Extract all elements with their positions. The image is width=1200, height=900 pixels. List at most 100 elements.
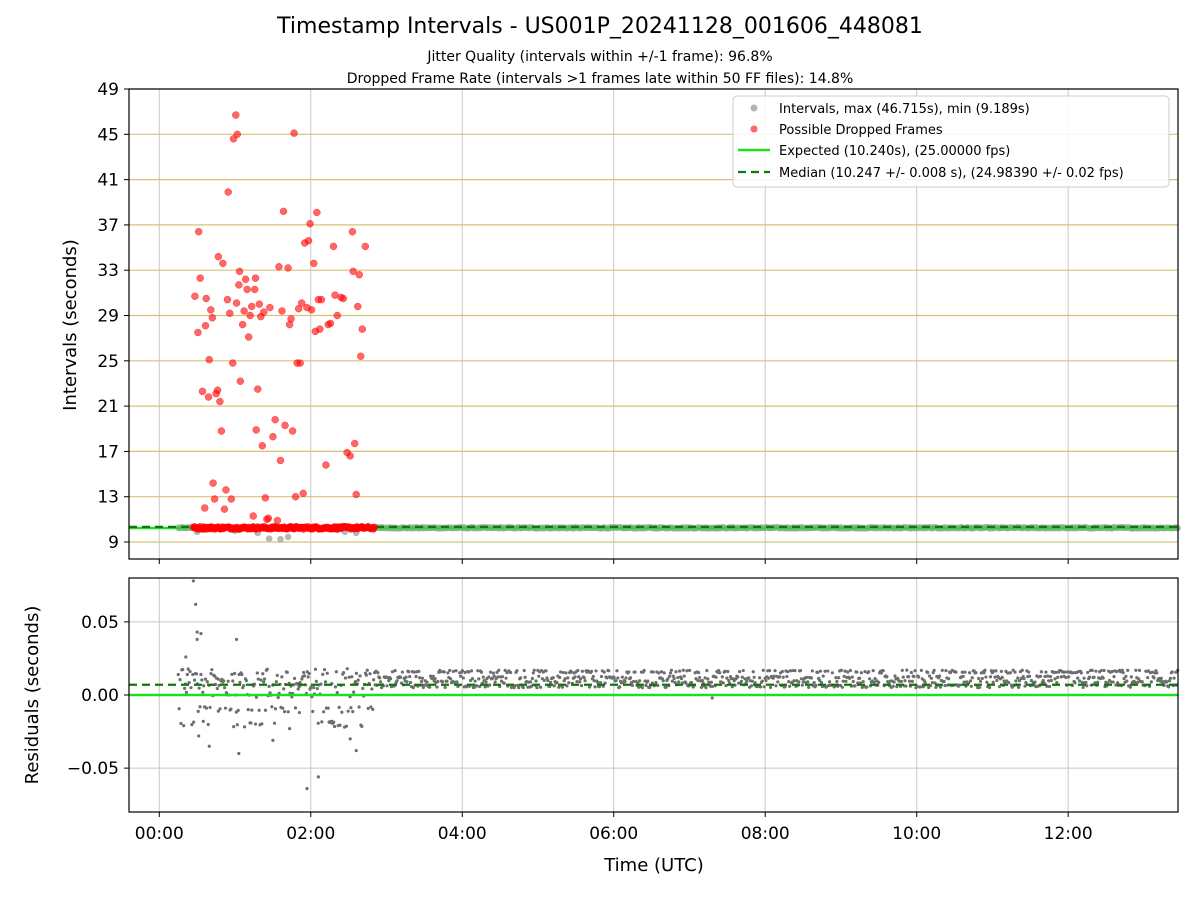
- residual-point: [200, 678, 204, 682]
- residual-point: [417, 669, 421, 673]
- residual-point: [818, 669, 823, 673]
- residual-point: [1049, 678, 1053, 683]
- residual-point: [345, 667, 349, 671]
- residual-point: [311, 709, 315, 714]
- residual-point: [605, 676, 609, 680]
- residual-point: [1128, 685, 1133, 689]
- bottom-y-tick-label: −0.05: [67, 759, 119, 779]
- residual-point: [280, 675, 284, 679]
- dropped-frame-point: [191, 292, 199, 301]
- residual-point: [599, 674, 604, 679]
- legend-entry-label: Intervals, max (46.715s), min (9.189s): [779, 102, 1030, 117]
- residual-point: [960, 670, 964, 674]
- residual-point: [565, 684, 569, 688]
- residual-point: [240, 672, 244, 677]
- x-tick-label: 08:00: [741, 824, 790, 844]
- residual-point: [669, 668, 674, 672]
- residual-point: [654, 680, 658, 685]
- dropped-frame-point: [201, 321, 210, 330]
- residual-point: [412, 670, 416, 674]
- dropped-frame-point: [281, 421, 289, 430]
- residual-point: [768, 668, 772, 673]
- residual-point: [861, 679, 865, 684]
- residual-point: [844, 679, 848, 683]
- residual-point: [1073, 681, 1077, 685]
- residual-point: [271, 738, 275, 742]
- residual-point: [1140, 680, 1144, 684]
- residual-point: [428, 685, 432, 689]
- dropped-frame-point: [225, 309, 234, 317]
- residual-point: [830, 671, 834, 675]
- residual-point: [705, 669, 709, 673]
- residual-point: [727, 678, 731, 683]
- residual-point: [351, 710, 355, 714]
- residual-point: [337, 705, 341, 709]
- residual-point: [1027, 674, 1032, 678]
- residual-point: [783, 685, 787, 689]
- residual-point: [867, 670, 871, 674]
- x-tick-label: 00:00: [135, 824, 184, 844]
- residual-point: [848, 668, 853, 673]
- residual-point: [191, 579, 195, 583]
- residual-point: [752, 675, 756, 679]
- dropped-frame-point: [346, 452, 354, 460]
- dropped-frame-point: [223, 295, 232, 304]
- residual-point: [588, 685, 592, 689]
- residual-point: [792, 679, 796, 683]
- dropped-frame-point: [278, 307, 286, 315]
- residual-point: [349, 706, 353, 710]
- residual-point: [891, 684, 895, 688]
- residual-point: [710, 696, 714, 700]
- residual-point: [909, 670, 913, 675]
- residual-point: [481, 675, 485, 679]
- residual-point: [204, 706, 209, 710]
- residual-point: [761, 668, 765, 672]
- residual-point: [347, 675, 351, 679]
- residual-point: [700, 678, 704, 683]
- residual-point: [932, 668, 936, 672]
- residual-point: [644, 683, 648, 688]
- interval-point: [265, 535, 273, 542]
- dropped-frame-point: [306, 220, 314, 228]
- residual-point: [557, 685, 561, 689]
- top-y-tick-label: 45: [97, 125, 119, 145]
- legend-entry-label: Median (10.247 +/- 0.008 s), (24.98390 +…: [779, 166, 1124, 181]
- residual-point: [532, 668, 536, 672]
- residual-point: [262, 677, 267, 681]
- residual-point: [285, 670, 289, 674]
- residual-point: [195, 630, 199, 634]
- residual-point: [178, 678, 182, 682]
- residual-point: [776, 680, 780, 684]
- residual-point: [985, 680, 989, 684]
- residual-point: [596, 680, 600, 685]
- residual-point: [340, 710, 344, 714]
- dropped-frame-point: [361, 242, 370, 251]
- residual-point: [809, 676, 814, 680]
- dropped-frame-point: [297, 299, 306, 307]
- residual-point: [198, 705, 202, 709]
- residual-point: [670, 679, 674, 683]
- dropped-frame-point: [246, 311, 254, 320]
- residual-point: [223, 706, 228, 710]
- top-y-tick-label: 25: [97, 352, 119, 372]
- residual-point: [962, 680, 966, 684]
- dropped-frame-point: [261, 494, 270, 502]
- residual-point: [714, 675, 718, 679]
- residual-point: [930, 680, 934, 685]
- residual-point: [201, 690, 205, 694]
- residual-point: [657, 671, 661, 675]
- residual-point: [947, 677, 951, 681]
- residual-point: [579, 684, 584, 688]
- residual-point: [306, 675, 310, 679]
- residual-point: [321, 672, 325, 676]
- residual-point: [276, 695, 280, 700]
- dropped-frame-rate-subtitle: Dropped Frame Rate (intervals >1 frames …: [346, 71, 854, 87]
- residual-point: [272, 721, 277, 725]
- dropped-frame-point: [198, 387, 207, 396]
- residual-point: [497, 668, 501, 672]
- dropped-frame-point: [235, 267, 244, 276]
- residual-point: [1017, 685, 1021, 689]
- residual-point: [816, 670, 820, 675]
- residual-point: [987, 685, 992, 690]
- residual-point: [215, 686, 219, 691]
